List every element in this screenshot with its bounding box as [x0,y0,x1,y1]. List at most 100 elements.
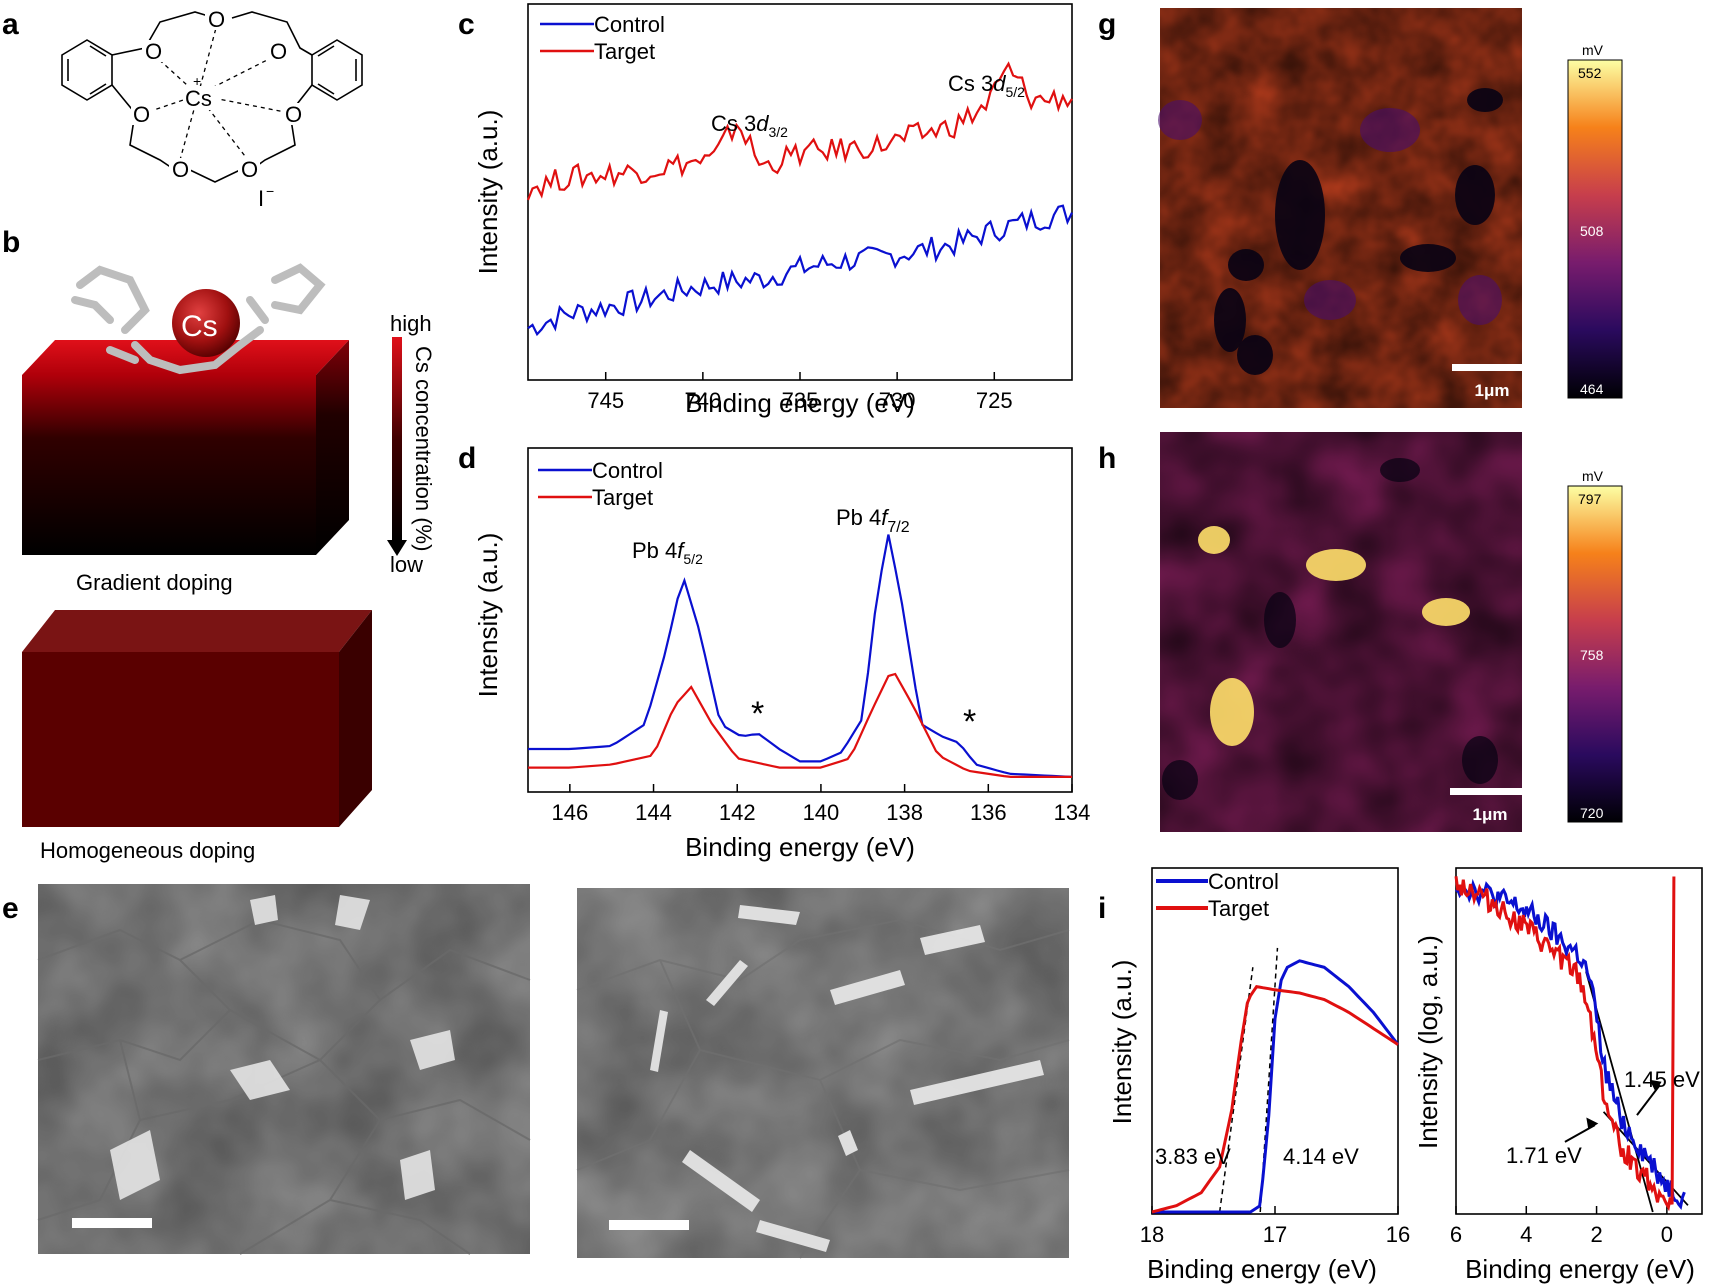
colorbar-h-mid: 758 [1580,647,1604,663]
colorbar-h-min: 720 [1580,805,1604,821]
homogeneous-doping-block [22,610,372,827]
scale-low-label: low [390,552,423,577]
scale-high-label: high [390,311,432,336]
kpfm-g-scale-bar [1452,364,1532,371]
x-tick-label: 725 [976,388,1013,413]
chart-d-annotation-star-2: * [963,703,976,741]
concentration-scale-bar [392,337,402,542]
oxygen-label: O [270,39,287,64]
crown-ether-atom-labels: O O O O O O O Cs + I − [131,7,305,211]
chart-d-legend-control: Control [592,458,663,483]
chart-i-left-annotation-383: 3.83 eV [1155,1144,1231,1169]
scale-title: Cs concentration (%) [411,346,436,551]
concentration-arrowhead [387,540,407,556]
oxygen-label: O [241,157,258,182]
chart-i-left-legend: Control Target [1156,869,1279,921]
chart-i-left-fit-lines [1218,947,1279,1213]
chart-i-left-ylabel: Intensity (a.u.) [1107,960,1137,1125]
kpfm-h-scale-label: 1μm [1473,805,1508,824]
chart-d: 146 144 142 140 138 136 134 Binding energy (eV… [473,447,1090,862]
chart-c-series [526,61,1073,337]
x-tick-label: 730 [879,388,916,413]
gradient-doping-block [22,340,349,555]
chart-c-annotation-cs3d52: Cs 3d5/2 [948,71,1025,100]
x-tick-label: 140 [803,800,840,825]
arrowhead-145 [1649,1079,1662,1092]
x-tick-label: 146 [551,800,588,825]
x-tick-label: 6 [1450,1222,1462,1247]
chart-d-annotation-star-1: * [751,695,764,733]
x-tick-label: 745 [587,388,624,413]
panel-label-e: e [2,892,19,925]
chart-d-annotation-pb4f72: Pb 4f7/2 [836,505,910,536]
kpfm-map-g: 1μm [1158,8,1532,408]
chart-d-frame [527,447,1073,793]
arrowhead-171 [1586,1117,1599,1130]
right-benzene-ring [311,39,363,101]
chart-c-ylabel: Intensity (a.u.) [473,110,503,275]
control-onset-fit [1259,947,1279,1213]
panel-label-g: g [1098,8,1116,41]
chart-i-right-frame [1455,867,1703,1215]
chart-c-legend-control: Control [594,12,665,37]
oxygen-label: O [145,39,162,64]
chart-c: 745 740 735 730 725 Binding energy (eV) Inte… [473,3,1073,418]
series-line-control [527,204,1073,337]
kpfm-colorbar-h: mV 797 758 720 [1567,468,1623,823]
colorbar-g-min: 464 [1580,381,1604,397]
chart-c-legend-target: Target [594,39,655,64]
sem-image-f [576,888,1070,1259]
series-line-target [526,61,1073,201]
cesium-charge: + [193,73,201,89]
series-line-target [1151,984,1399,1214]
chart-c-xlabel: Binding energy (eV) [685,388,915,418]
chart-i-left-xlabel: Binding energy (eV) [1147,1254,1377,1284]
oxygen-label: O [285,102,302,127]
chart-i-right-xlabel: Binding energy (eV) [1465,1254,1695,1284]
x-tick-label: 17 [1263,1222,1287,1247]
oxygen-label: O [172,157,189,182]
chart-i-legend-control: Control [1208,869,1279,894]
series-line-control [528,534,1073,778]
chart-i-right-annotation-145: 1.45 eV [1624,1067,1700,1092]
homogeneous-doping-caption: Homogeneous doping [40,838,255,863]
colorbar-g-unit: mV [1582,42,1604,58]
chart-i-right: 6 4 2 0 Binding energy (eV) Intensity (log,… [1413,867,1703,1284]
x-tick-label: 144 [635,800,672,825]
chart-c-annotation-cs3d32: Cs 3d3/2 [711,111,788,140]
chart-i-right-x-ticks: 6 4 2 0 [1450,1206,1673,1247]
chart-i-right-series [1454,876,1686,1212]
chart-i-left-annotation-414: 4.14 eV [1283,1144,1359,1169]
chart-i-left: 18 17 16 Binding energy (eV) Intensity (a.… [1107,867,1410,1284]
colorbar-g-max: 552 [1578,65,1602,81]
chart-d-x-ticks: 146 144 142 140 138 136 134 [551,784,1090,825]
chart-i-legend-target: Target [1208,896,1269,921]
chart-i-left-x-ticks: 18 17 16 [1140,1206,1410,1247]
oxygen-label: O [208,7,225,32]
chart-i-left-series [1151,959,1400,1214]
chart-d-legend-target: Target [592,485,653,510]
kpfm-colorbar-g: mV 552 508 464 [1567,42,1623,399]
chart-d-ylabel: Intensity (a.u.) [473,533,503,698]
x-tick-label: 735 [782,388,819,413]
chart-c-x-ticks: 745 740 735 730 725 [587,372,1013,413]
panel-label-a: a [2,8,19,41]
panel-label-b: b [2,226,20,259]
chart-i-right-annotation-171: 1.71 eV [1506,1143,1582,1168]
colorbar-h-unit: mV [1582,468,1604,484]
chart-c-legend: Control Target [540,12,665,64]
x-tick-label: 4 [1520,1222,1532,1247]
sem-e-scale-bar [72,1218,152,1228]
series-line-control [1152,959,1400,1214]
x-tick-label: 142 [719,800,756,825]
iodide-charge: − [266,183,274,199]
x-tick-label: 136 [970,800,1007,825]
x-tick-label: 134 [1054,800,1091,825]
colorbar-h-max: 797 [1578,491,1602,507]
cesium-label: Cs [185,86,212,111]
gradient-doping-caption: Gradient doping [76,570,233,595]
panel-label-h: h [1098,442,1116,475]
x-tick-label: 2 [1590,1222,1602,1247]
series-line-target [1454,876,1676,1212]
